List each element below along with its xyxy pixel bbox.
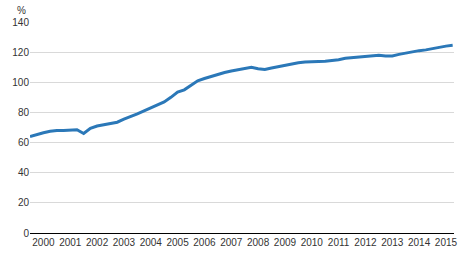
svg-text:80: 80 [18,107,30,118]
svg-text:2009: 2009 [274,237,297,248]
svg-text:2004: 2004 [140,237,163,248]
svg-text:2002: 2002 [86,237,109,248]
svg-text:2010: 2010 [301,237,324,248]
svg-text:2001: 2001 [59,237,82,248]
svg-text:2003: 2003 [113,237,136,248]
svg-text:0: 0 [23,228,29,239]
svg-text:2008: 2008 [247,237,270,248]
svg-text:2006: 2006 [193,237,216,248]
svg-text:2000: 2000 [32,237,55,248]
svg-text:120: 120 [12,47,29,58]
svg-text:2011: 2011 [328,237,350,248]
svg-text:%: % [17,5,26,16]
svg-text:100: 100 [12,77,29,88]
svg-text:2012: 2012 [354,237,377,248]
svg-text:2013: 2013 [381,237,404,248]
svg-text:140: 140 [12,17,29,28]
svg-text:2007: 2007 [220,237,243,248]
svg-text:40: 40 [18,167,30,178]
svg-text:2014: 2014 [408,237,431,248]
svg-text:2015: 2015 [435,237,458,248]
svg-text:2005: 2005 [166,237,189,248]
svg-text:20: 20 [18,197,30,208]
svg-text:60: 60 [18,137,30,148]
